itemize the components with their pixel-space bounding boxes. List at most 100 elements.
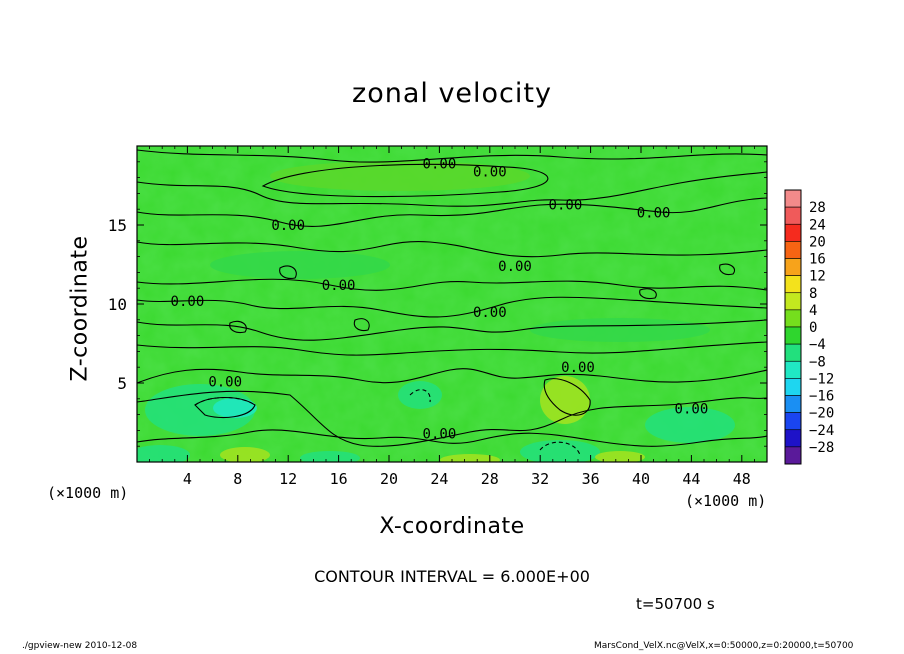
field-shading bbox=[137, 445, 190, 462]
colorbar-segment bbox=[784, 446, 802, 465]
field-shading bbox=[213, 398, 257, 418]
colorbar-segment bbox=[784, 412, 802, 431]
colorbar-segment bbox=[784, 258, 802, 276]
colorbar-segment bbox=[784, 395, 802, 413]
colorbar-label: −16 bbox=[809, 389, 834, 405]
x-tick-label: 44 bbox=[682, 470, 700, 488]
x-tick-label: 48 bbox=[733, 470, 751, 488]
field-shading bbox=[220, 447, 270, 462]
colorbar-segment bbox=[784, 275, 802, 294]
contour-line bbox=[543, 378, 591, 416]
colorbar-label: 16 bbox=[809, 252, 826, 268]
field-shading bbox=[595, 451, 645, 462]
field-shading bbox=[440, 454, 500, 462]
contour-label: 0.00 bbox=[322, 278, 356, 294]
y-tick-label: 10 bbox=[108, 295, 127, 314]
colorbar-segment bbox=[784, 223, 802, 242]
colorbar-segment bbox=[784, 326, 802, 345]
contour-line-negative bbox=[194, 397, 256, 406]
contour-line bbox=[137, 197, 767, 227]
contour-label: 0.00 bbox=[423, 156, 457, 172]
contour-line bbox=[137, 390, 767, 447]
contour-line bbox=[137, 149, 767, 163]
colorbar-label: −4 bbox=[809, 337, 826, 353]
contour-label: 0.00 bbox=[498, 259, 532, 275]
contour-label: 0.00 bbox=[549, 197, 583, 213]
field-shading bbox=[398, 381, 442, 409]
colorbar-segment bbox=[784, 292, 802, 311]
colorbar-label: 28 bbox=[809, 200, 826, 216]
x-tick-label: 20 bbox=[380, 470, 398, 488]
contour-line bbox=[279, 265, 297, 279]
colorbar-frame bbox=[784, 189, 802, 465]
colorbar-label: −20 bbox=[809, 406, 834, 422]
colorbar-segment bbox=[784, 429, 802, 448]
contour-line-negative bbox=[539, 441, 581, 456]
contour-label: 0.00 bbox=[561, 360, 595, 376]
x-tick-label: 36 bbox=[582, 470, 600, 488]
footer-right: MarsCond_VelX.nc@VelX,x=0:50000,z=0:2000… bbox=[594, 641, 854, 651]
contour-label: 0.00 bbox=[473, 164, 507, 180]
colorbar-label: 8 bbox=[809, 286, 817, 302]
field-shading bbox=[520, 440, 600, 462]
colorbar-segment bbox=[784, 189, 802, 208]
field-shading bbox=[300, 451, 360, 462]
contour-interval: CONTOUR INTERVAL = 6.000E+00 bbox=[314, 567, 590, 586]
colorbar-segment bbox=[784, 206, 802, 225]
x-tick-label: 4 bbox=[183, 470, 192, 488]
contour-line bbox=[353, 318, 370, 332]
x-axis-label: X-coordinate bbox=[379, 514, 525, 539]
colorbar-segment bbox=[784, 360, 802, 379]
x-tick-label: 24 bbox=[430, 470, 448, 488]
contour-line bbox=[137, 171, 767, 207]
x-tick-label: 16 bbox=[330, 470, 348, 488]
contour-line bbox=[137, 296, 767, 318]
footer-left: ./gpview-new 2010-12-08 bbox=[22, 641, 138, 651]
colorbar-label: −28 bbox=[809, 440, 834, 456]
y-tick-label: 15 bbox=[108, 216, 127, 235]
x-tick-label: 40 bbox=[632, 470, 650, 488]
x-unit-left: (×1000 m) bbox=[47, 484, 129, 502]
y-tick-label: 5 bbox=[117, 374, 127, 393]
x-tick-label: 12 bbox=[279, 470, 297, 488]
colorbar-label: 0 bbox=[809, 320, 817, 336]
colorbar-segment bbox=[784, 241, 802, 259]
field-shading bbox=[645, 407, 735, 443]
x-tick-label: 8 bbox=[233, 470, 242, 488]
x-unit-right: (×1000 m) bbox=[685, 492, 767, 510]
field-shading bbox=[540, 376, 590, 424]
contour-line bbox=[137, 368, 767, 384]
contour-line bbox=[229, 320, 247, 334]
contour-line bbox=[137, 429, 767, 447]
field-shading bbox=[530, 318, 710, 342]
colorbar-segment bbox=[784, 309, 802, 328]
colorbar-label: 24 bbox=[809, 217, 826, 233]
contour-label: 0.00 bbox=[423, 427, 457, 443]
contour-line bbox=[137, 341, 767, 356]
chart-title: zonal velocity bbox=[352, 78, 552, 109]
contour-label: 0.00 bbox=[473, 305, 507, 321]
colorbar-segment bbox=[784, 343, 802, 362]
contour-label: 0.00 bbox=[637, 205, 671, 221]
contour-line bbox=[261, 163, 549, 198]
colorbar-label: −12 bbox=[809, 371, 834, 387]
colorbar-label: 20 bbox=[809, 234, 826, 250]
colorbar-label: −8 bbox=[809, 354, 826, 370]
contour-label: 0.00 bbox=[171, 294, 205, 310]
contour-label: 0.00 bbox=[675, 401, 709, 417]
contour-line bbox=[719, 263, 736, 276]
field-shading bbox=[210, 251, 390, 279]
colorbar-segment bbox=[784, 378, 802, 396]
y-axis-label: Z-coordinate bbox=[67, 235, 93, 382]
contour-line bbox=[639, 288, 657, 300]
contour-line-negative bbox=[409, 389, 431, 403]
contour-line bbox=[137, 278, 767, 291]
colorbar-label: 12 bbox=[809, 269, 826, 285]
colorbar-label: 4 bbox=[809, 303, 817, 319]
x-tick-label: 28 bbox=[481, 470, 499, 488]
contour-label: 0.00 bbox=[271, 218, 305, 234]
x-tick-label: 32 bbox=[531, 470, 549, 488]
contour-line bbox=[137, 240, 767, 258]
